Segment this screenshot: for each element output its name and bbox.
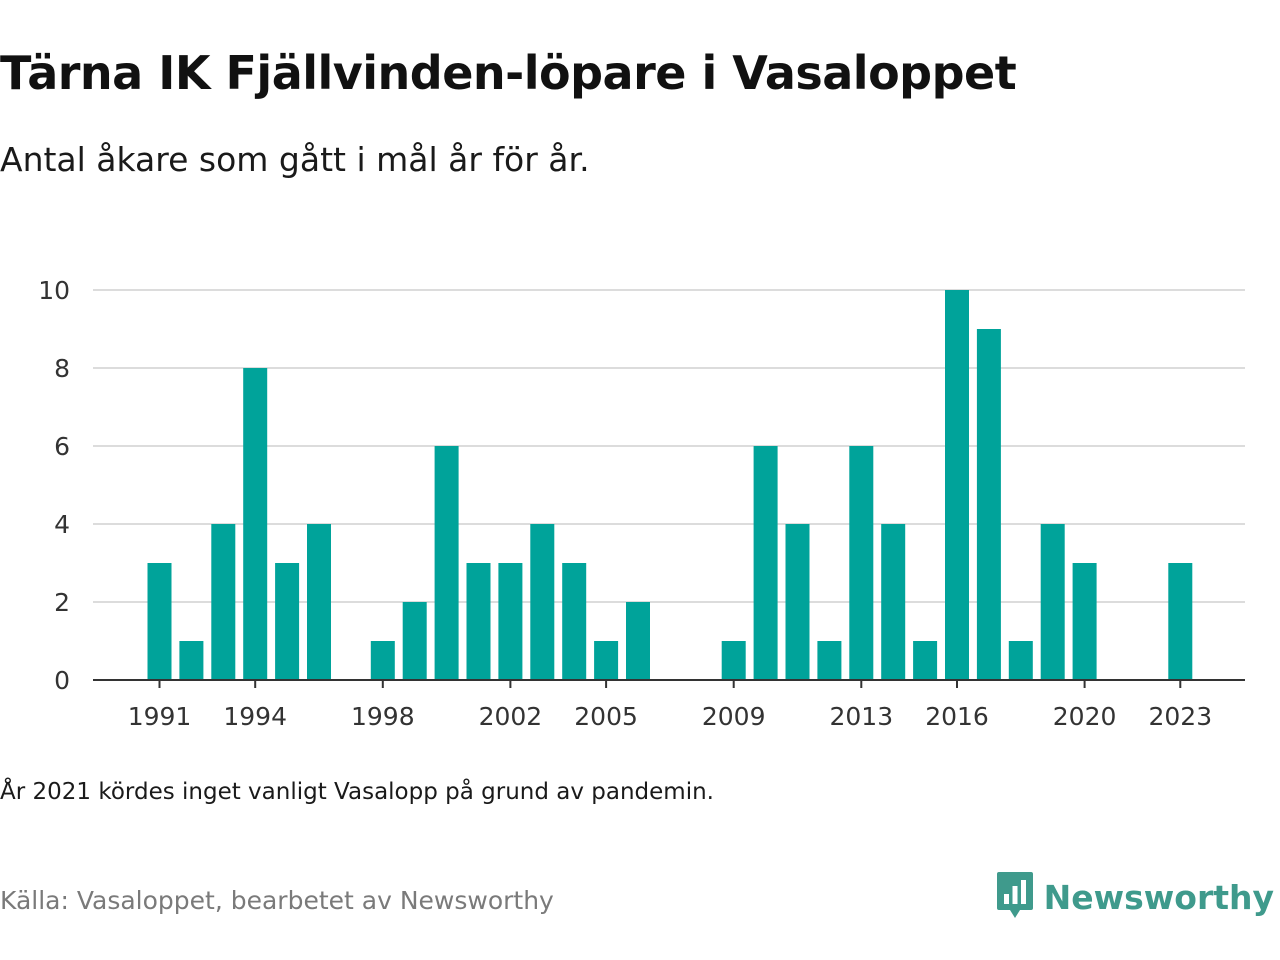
bar bbox=[945, 290, 969, 680]
bar bbox=[562, 563, 587, 680]
bar bbox=[1168, 563, 1193, 680]
bar bbox=[434, 446, 459, 680]
bar bbox=[211, 524, 236, 680]
bar bbox=[785, 524, 810, 680]
y-tick-label: 0 bbox=[54, 666, 70, 695]
bar bbox=[1040, 524, 1065, 680]
chart-title: Tärna IK Fjällvinden-löpare i Vasaloppet bbox=[0, 46, 1017, 100]
x-tick-label: 2009 bbox=[702, 702, 766, 731]
chart-note: År 2021 kördes inget vanligt Vasalopp på… bbox=[0, 779, 714, 805]
bar bbox=[498, 563, 523, 680]
bar bbox=[753, 446, 778, 680]
x-tick-label: 2002 bbox=[479, 702, 543, 731]
x-tick-label: 1998 bbox=[351, 702, 415, 731]
bar bbox=[1072, 563, 1097, 680]
y-tick-label: 2 bbox=[54, 588, 70, 617]
x-tick-label: 2016 bbox=[925, 702, 989, 731]
brand-logo[interactable]: Newsworthy bbox=[996, 870, 1274, 924]
bar bbox=[179, 641, 204, 680]
bar bbox=[147, 563, 172, 680]
y-tick-label: 10 bbox=[38, 276, 70, 305]
bar bbox=[881, 524, 906, 680]
bar bbox=[243, 368, 268, 680]
bar bbox=[275, 563, 300, 680]
x-tick-label: 2005 bbox=[574, 702, 638, 731]
y-tick-label: 8 bbox=[54, 354, 70, 383]
brand-name: Newsworthy bbox=[1043, 877, 1274, 917]
bar bbox=[626, 602, 650, 680]
y-tick-label: 6 bbox=[54, 432, 70, 461]
x-tick-label: 2013 bbox=[829, 702, 893, 731]
x-tick-label: 1991 bbox=[128, 702, 192, 731]
bar bbox=[817, 641, 842, 680]
bar bbox=[913, 641, 938, 680]
source-credit: Källa: Vasaloppet, bearbetet av Newswort… bbox=[0, 886, 554, 915]
bar bbox=[402, 602, 427, 680]
bar bbox=[370, 641, 395, 680]
bar bbox=[1008, 641, 1033, 680]
bar bbox=[976, 329, 1001, 680]
bar bbox=[307, 524, 331, 680]
bar-chart: 0 2 4 6 8 10 1991 1994 1998 2002 2005 2009 2013 2016 2… bbox=[38, 276, 1245, 731]
newsworthy-logo-icon bbox=[996, 870, 1034, 924]
x-tick-label: 2020 bbox=[1053, 702, 1117, 731]
chart-subtitle: Antal åkare som gått i mål år för år. bbox=[0, 140, 590, 179]
bar bbox=[721, 641, 746, 680]
y-tick-label: 4 bbox=[54, 510, 70, 539]
bar bbox=[594, 641, 619, 680]
bar bbox=[849, 446, 874, 680]
bar bbox=[530, 524, 555, 680]
bar bbox=[466, 563, 491, 680]
x-tick-label: 2023 bbox=[1148, 702, 1212, 731]
x-tick-label: 1994 bbox=[223, 702, 287, 731]
